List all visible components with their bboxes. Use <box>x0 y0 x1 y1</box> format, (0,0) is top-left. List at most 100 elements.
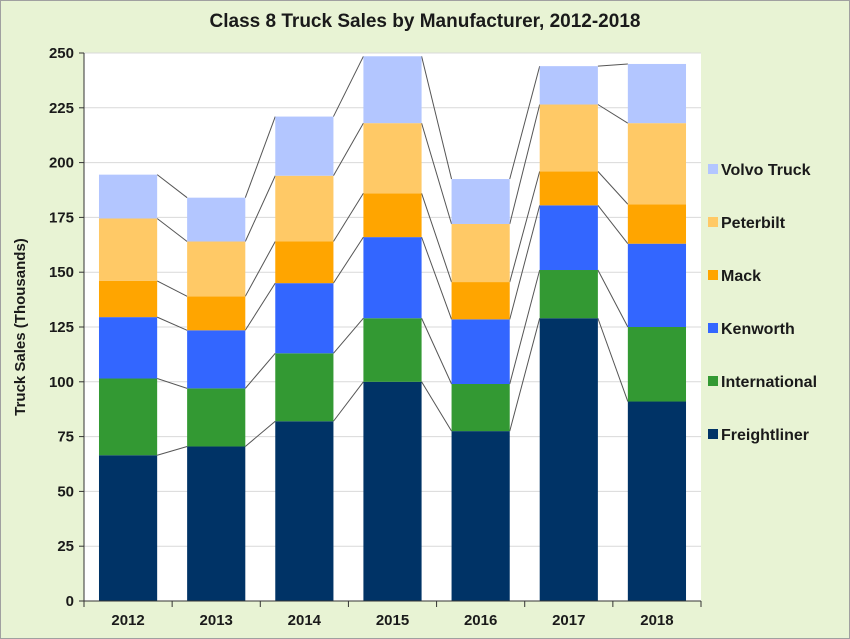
y-tick-label: 150 <box>49 264 74 281</box>
series-connector-line <box>333 317 364 354</box>
y-tick-labels: 0 25 50 75 100 125 150 175 200 225 250 <box>49 45 74 610</box>
series-connector-line <box>244 241 276 297</box>
series-connector-line <box>156 218 188 242</box>
bar-volvo-truck-2016 <box>451 179 510 224</box>
legend-swatch <box>708 270 718 280</box>
series-connector-line <box>421 193 453 283</box>
bar-peterbilt-2017 <box>539 104 598 172</box>
bar-mack-2016 <box>451 282 510 320</box>
bar-kenworth-2015 <box>363 237 422 319</box>
y-tick-label: 75 <box>57 429 74 446</box>
bar-peterbilt-2012 <box>98 218 158 281</box>
y-tick-label: 125 <box>49 319 74 336</box>
x-tick-label: 2014 <box>288 612 322 629</box>
legend-label: International <box>721 374 817 391</box>
bar-mack-2017 <box>539 171 598 206</box>
series-connector-line <box>597 205 629 245</box>
x-tick-labels: 2012 2013 2014 2015 2016 2017 2018 <box>111 612 673 629</box>
bar-peterbilt-2014 <box>275 175 334 242</box>
legend-swatch <box>708 429 718 439</box>
bar-peterbilt-2016 <box>451 223 510 283</box>
y-tick-label: 250 <box>49 45 74 62</box>
y-tick-label: 50 <box>57 483 74 500</box>
series-connector-line <box>244 116 276 198</box>
series-connector-line <box>333 381 364 422</box>
y-tick-label: 200 <box>49 155 74 172</box>
legend-label: Peterbilt <box>721 215 786 232</box>
bar-freightliner-2013 <box>187 446 246 601</box>
x-tick-label: 2017 <box>552 612 585 629</box>
bar-volvo-truck-2017 <box>539 66 598 105</box>
bar-mack-2014 <box>275 241 334 284</box>
y-tick-label: 225 <box>49 100 74 117</box>
series-connector-line <box>597 63 628 67</box>
series-connector-line <box>156 174 188 199</box>
series-connector-line <box>333 236 364 284</box>
y-axis-label: Truck Sales (Thousands) <box>12 238 29 416</box>
legend-label: Freightliner <box>721 427 809 444</box>
series-connector-line <box>244 352 276 389</box>
bar-international-2018 <box>627 327 687 402</box>
series-connector-line <box>509 205 541 320</box>
axes <box>79 52 702 607</box>
series-connector-line <box>244 175 276 242</box>
bar-mack-2012 <box>98 280 158 318</box>
legend-label: Mack <box>721 268 761 285</box>
bar-mack-2015 <box>363 193 422 238</box>
bar-international-2014 <box>275 353 334 422</box>
legend-swatch <box>708 217 718 227</box>
series-connector-line <box>597 318 629 402</box>
bar-freightliner-2015 <box>363 381 422 601</box>
bar-kenworth-2012 <box>98 317 158 379</box>
series-connector-line <box>421 123 453 225</box>
bar-kenworth-2018 <box>627 243 687 327</box>
y-tick-label: 0 <box>66 593 74 610</box>
legend-swatch <box>708 164 718 174</box>
series-connector-line <box>509 104 541 225</box>
bar-freightliner-2017 <box>539 318 598 601</box>
series-connector-line <box>244 420 276 447</box>
x-tick-label: 2016 <box>464 612 497 629</box>
bar-international-2016 <box>451 383 510 432</box>
bar-mack-2013 <box>187 296 246 331</box>
bar-peterbilt-2015 <box>363 123 422 194</box>
bar-volvo-truck-2012 <box>98 174 158 219</box>
series-connector-line <box>597 104 629 124</box>
legend: Volvo Truck Peterbilt Mack Kenworth Internat… <box>708 162 817 444</box>
bar-freightliner-2014 <box>275 421 334 601</box>
bar-international-2015 <box>363 318 422 382</box>
series-connector-line <box>244 282 276 331</box>
bar-international-2017 <box>539 270 598 319</box>
legend-label: Kenworth <box>721 321 795 338</box>
series-connector-line <box>333 193 364 242</box>
y-tick-label: 25 <box>57 538 74 555</box>
series-connector-line <box>156 316 188 331</box>
series-connector-line <box>421 381 452 432</box>
legend-swatch <box>708 376 718 386</box>
series-connector-line <box>597 171 629 205</box>
series-connector-line <box>421 318 453 385</box>
bar-international-2013 <box>187 388 246 447</box>
bar-volvo-truck-2018 <box>627 63 687 124</box>
series-connector-line <box>509 269 541 385</box>
series-connector-line <box>509 66 541 180</box>
x-tick-label: 2013 <box>200 612 233 629</box>
bar-volvo-truck-2013 <box>187 197 246 242</box>
x-tick-label: 2012 <box>111 612 144 629</box>
series-connector-line <box>509 171 541 283</box>
chart-title: Class 8 Truck Sales by Manufacturer, 201… <box>210 11 641 32</box>
series-connector-line <box>332 56 364 117</box>
series-connector-line <box>509 318 541 432</box>
bar-mack-2018 <box>627 204 687 244</box>
series-connector-line <box>421 56 453 180</box>
y-tick-label: 100 <box>49 374 74 391</box>
bar-international-2012 <box>98 378 158 456</box>
x-tick-label: 2015 <box>376 612 409 629</box>
series-connector-line <box>156 280 188 297</box>
bar-volvo-truck-2014 <box>275 116 334 176</box>
series-connector-line <box>157 445 188 456</box>
bar-peterbilt-2018 <box>627 123 687 205</box>
y-tick-label: 175 <box>49 209 74 226</box>
bar-kenworth-2014 <box>275 283 334 354</box>
